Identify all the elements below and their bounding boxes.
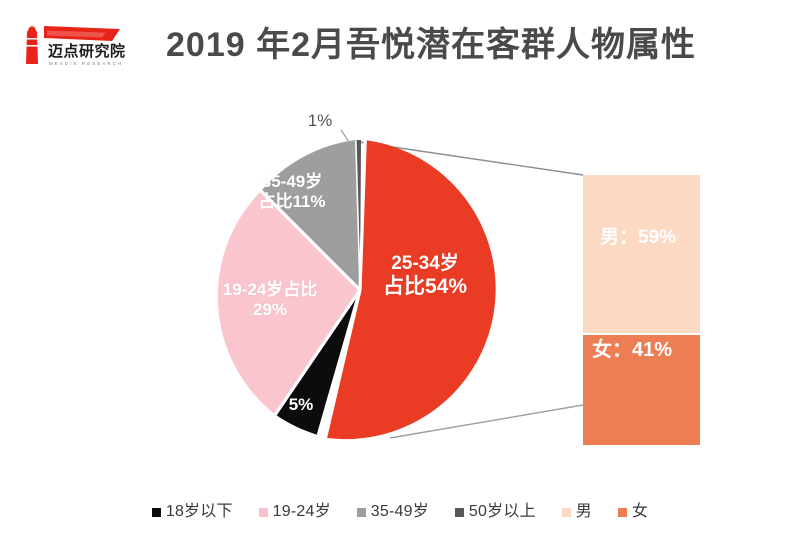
pie-label-19-24-line2: 29%: [252, 299, 288, 319]
legend-swatch-over-50: [454, 507, 464, 517]
gender-distribution-stacked-bar: [583, 175, 700, 445]
legend-label-19-24: 19-24岁: [272, 503, 331, 520]
legend-swatch-19-24: [258, 507, 268, 517]
page-title: 2019 年2月吾悦潜在客群人物属性: [166, 26, 696, 64]
legend-swatch-female: [617, 507, 627, 517]
pie-label-25-34-line1: 25-34岁: [391, 253, 459, 274]
legend-swatch-male: [561, 507, 571, 517]
pie-label-35-49: 35-49岁 占比11%: [232, 172, 352, 211]
logo-chinese-name: 迈点研究院: [48, 43, 126, 60]
legend-item-male[interactable]: 男: [561, 503, 592, 520]
age-distribution-pie: [217, 139, 496, 440]
chart-body: 25-34岁 占比54% 19-24岁占比 29% 35-49岁 占比11% 5…: [0, 100, 800, 485]
chart-graphics: [217, 129, 700, 445]
pie-label-35-49-line1: 35-49岁: [261, 172, 323, 191]
pie-label-25-34-percent: 54%: [424, 274, 468, 298]
callout-leader-1pct: [340, 129, 352, 146]
legend-swatch-35-49: [356, 507, 366, 517]
chart-legend: 18岁以下 19-24岁 35-49岁 50岁以上 男 女: [0, 495, 800, 529]
bar-label-male: 男：59%: [600, 227, 677, 248]
legend-item-female[interactable]: 女: [617, 503, 649, 520]
pie-label-25-34-line2: 占比: [382, 274, 425, 298]
bar-label-female: 女：41%: [592, 339, 673, 361]
pie-label-over-50: 1%: [307, 111, 333, 130]
legend-item-under-18[interactable]: 18岁以下: [151, 503, 233, 520]
legend-label-over-50: 50岁以上: [468, 503, 536, 520]
pie-label-under-18: 5%: [288, 395, 314, 414]
pie-label-19-24-line1: 19-24岁占比: [222, 280, 318, 299]
lighthouse-logo-icon: [26, 22, 120, 64]
pie-label-19-24: 19-24岁占比 29%: [190, 280, 350, 319]
bar-segment-female: [583, 335, 700, 445]
legend-label-under-18: 18岁以下: [165, 503, 233, 520]
pie-label-25-34: 25-34岁 占比54%: [355, 253, 495, 299]
legend-item-19-24[interactable]: 19-24岁: [258, 503, 331, 520]
legend-item-over-50[interactable]: 50岁以上: [454, 503, 536, 520]
page-header: 迈点研究院 MEADIN RESEARCH 2019 年2月吾悦潜在客群人物属性: [0, 0, 800, 100]
logo-english-name: MEADIN RESEARCH: [49, 61, 124, 66]
legend-swatch-under-18: [151, 507, 161, 517]
legend-item-35-49[interactable]: 35-49岁: [356, 503, 429, 520]
legend-label-female: 女: [631, 503, 649, 520]
legend-label-male: 男: [575, 503, 592, 520]
pie-label-35-49-line2: 占比11%: [258, 191, 326, 211]
legend-label-35-49: 35-49岁: [370, 503, 429, 520]
bar-segment-male: [583, 175, 700, 333]
brand-logo: 迈点研究院 MEADIN RESEARCH: [14, 14, 132, 76]
